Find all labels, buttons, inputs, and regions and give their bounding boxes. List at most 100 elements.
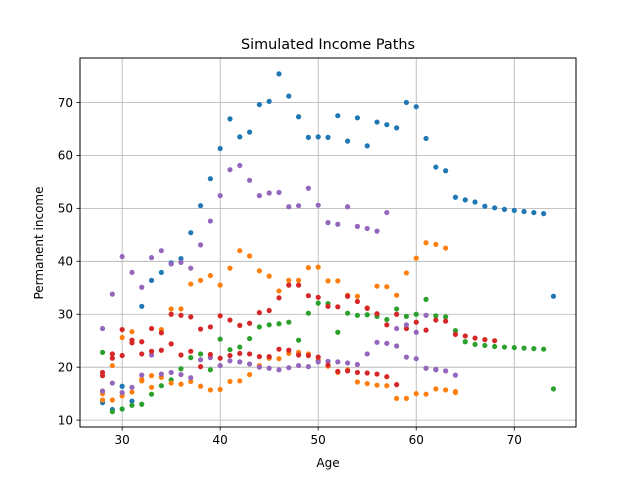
x-tick-label: 70 <box>507 433 522 447</box>
data-point <box>541 346 547 352</box>
data-point <box>197 326 204 332</box>
chart-title: Simulated Income Paths <box>241 37 415 53</box>
data-point <box>168 369 174 376</box>
data-point <box>109 351 115 357</box>
data-point <box>423 327 429 333</box>
data-point <box>148 254 155 261</box>
data-point <box>472 199 478 205</box>
data-point <box>99 349 106 355</box>
data-point <box>276 356 282 362</box>
data-point <box>305 364 311 370</box>
data-point <box>237 248 243 254</box>
data-point <box>266 98 272 105</box>
data-point <box>158 347 164 353</box>
data-point <box>286 347 292 353</box>
data-point <box>443 314 449 320</box>
data-point <box>286 204 292 210</box>
data-point <box>109 409 115 415</box>
data-point <box>413 255 419 261</box>
data-point <box>501 206 508 213</box>
data-point <box>178 371 184 378</box>
series-2 <box>99 240 459 403</box>
data-point <box>452 388 459 395</box>
data-point <box>462 197 468 203</box>
data-point <box>394 343 400 349</box>
data-point <box>227 378 233 385</box>
data-point <box>178 259 184 265</box>
data-point <box>227 352 233 359</box>
data-point <box>139 351 145 357</box>
data-point <box>217 193 223 199</box>
data-point <box>541 211 547 217</box>
y-tick-label: 40 <box>58 255 73 269</box>
data-point <box>188 355 194 361</box>
data-point <box>384 374 390 380</box>
data-point <box>227 347 233 353</box>
data-point <box>433 317 439 323</box>
data-point <box>325 134 331 141</box>
data-point <box>109 291 115 297</box>
data-point <box>129 340 135 346</box>
data-point <box>403 354 410 360</box>
data-point <box>433 313 439 319</box>
data-point <box>394 306 400 312</box>
data-point <box>354 115 361 121</box>
data-point <box>550 293 557 299</box>
data-point <box>531 209 537 216</box>
data-point <box>295 114 302 120</box>
data-point <box>217 145 223 152</box>
data-point <box>119 383 125 389</box>
data-point <box>443 368 449 374</box>
data-point <box>139 284 145 290</box>
data-point <box>276 321 282 327</box>
data-point <box>492 343 498 350</box>
y-tick-label: 20 <box>58 360 73 374</box>
data-point <box>237 378 243 384</box>
data-point <box>119 253 125 260</box>
data-point <box>305 134 311 141</box>
data-point <box>109 397 115 403</box>
data-point <box>433 386 439 392</box>
x-tick-label: 50 <box>311 433 326 447</box>
data-point <box>305 293 311 299</box>
data-point <box>246 351 253 357</box>
data-point <box>423 365 429 371</box>
data-point <box>394 395 400 402</box>
data-point <box>305 185 311 191</box>
data-point <box>129 384 135 390</box>
data-point <box>374 228 380 234</box>
data-point <box>354 312 361 318</box>
data-point <box>119 406 125 412</box>
data-point <box>335 221 341 227</box>
data-point <box>374 311 380 317</box>
data-point <box>99 397 106 403</box>
data-point <box>345 293 351 299</box>
data-point <box>197 277 204 283</box>
data-point <box>511 344 517 351</box>
data-point <box>403 99 410 106</box>
data-point <box>482 203 488 209</box>
data-point <box>413 319 419 325</box>
data-point <box>364 370 370 376</box>
data-point <box>315 264 321 270</box>
data-point <box>315 354 321 360</box>
data-point <box>207 218 213 224</box>
data-point <box>188 314 194 320</box>
data-point <box>266 273 272 279</box>
data-point <box>384 340 390 346</box>
data-point <box>276 71 282 77</box>
data-point <box>394 325 400 332</box>
data-point <box>364 351 370 357</box>
data-point <box>325 278 331 284</box>
data-point <box>119 334 125 341</box>
data-point <box>403 325 410 332</box>
data-point <box>197 351 204 357</box>
data-point <box>168 261 174 267</box>
data-point <box>256 101 262 108</box>
data-point <box>266 307 272 314</box>
data-point <box>501 344 508 350</box>
data-point <box>207 387 213 393</box>
data-point <box>335 278 341 284</box>
data-point <box>246 335 253 342</box>
data-point <box>354 293 361 299</box>
